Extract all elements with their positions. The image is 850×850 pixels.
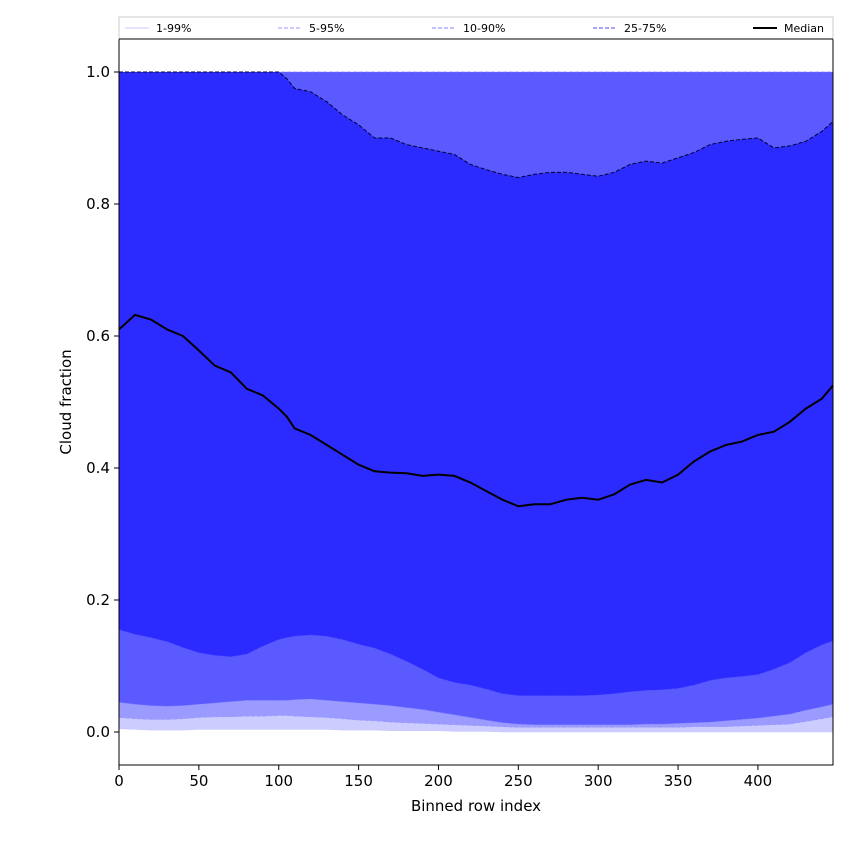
legend-label: 5-95% [309, 22, 344, 35]
series-line-median [118, 313, 834, 508]
band-areas [118, 71, 834, 733]
band-lower-edge-5-95pct [118, 715, 834, 728]
legend: 1-99% 5-95% 10-90% 25-75% Median [118, 16, 834, 40]
x-tick-label: 50 [189, 772, 208, 790]
x-axis: 0 50 100 150 200 250 300 350 400 [114, 765, 772, 790]
x-tick-label: 150 [344, 772, 373, 790]
band-25-75pct [119, 72, 833, 696]
legend-label: Median [784, 22, 824, 35]
x-tick-label: 250 [504, 772, 533, 790]
y-tick-label: 0.6 [86, 327, 110, 345]
legend-label: 10-90% [463, 22, 505, 35]
band-upper-edge-25-75pct [119, 71, 834, 179]
y-tick-label: 1.0 [86, 63, 110, 81]
x-tick-label: 400 [744, 772, 773, 790]
legend-label: 25-75% [624, 22, 666, 35]
band-lower-edge-10-90pct [118, 698, 834, 726]
band-lower-edge-25-75pct [118, 629, 834, 696]
y-tick-label: 0.2 [86, 591, 110, 609]
x-tick-label: 350 [664, 772, 693, 790]
series-lines [118, 313, 834, 508]
x-tick-label: 0 [114, 772, 124, 790]
x-axis-label: Binned row index [411, 797, 541, 815]
y-tick-label: 0.4 [86, 459, 110, 477]
y-axis-label: Cloud fraction [57, 349, 75, 454]
y-tick-label: 0.8 [86, 195, 110, 213]
band-lower-edge-1-99pct [118, 728, 833, 733]
y-axis: 0.0 0.2 0.4 0.6 0.8 1.0 [86, 63, 119, 741]
x-tick-label: 200 [424, 772, 453, 790]
x-tick-label: 100 [264, 772, 293, 790]
legend-label: 1-99% [156, 22, 191, 35]
x-tick-label: 300 [584, 772, 613, 790]
y-tick-label: 0.0 [86, 723, 110, 741]
